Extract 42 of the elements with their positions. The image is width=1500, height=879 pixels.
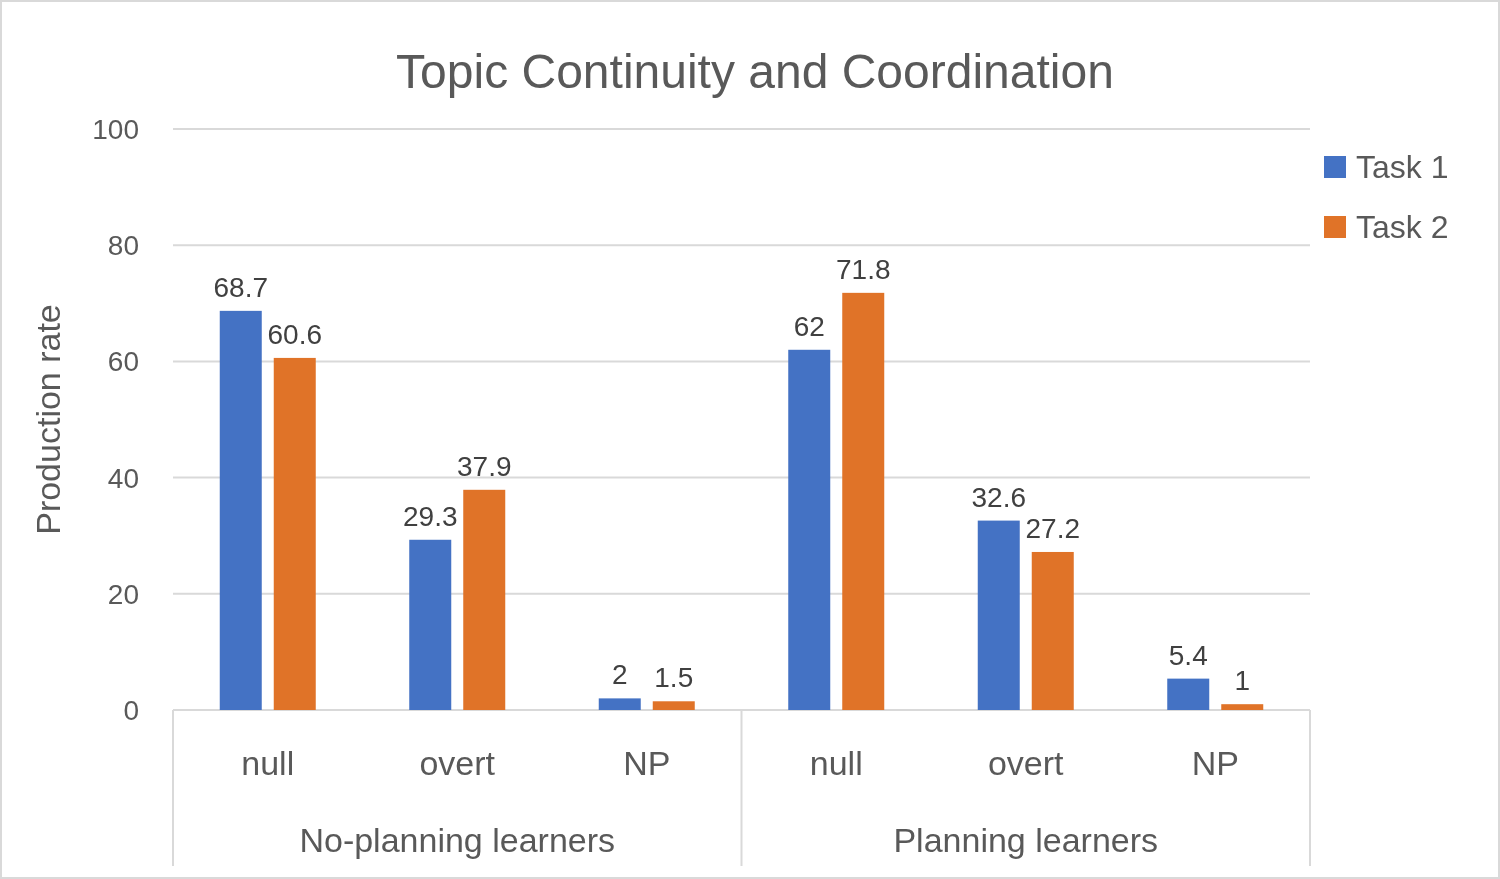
y-tick-label: 0: [123, 695, 139, 726]
y-tick-label: 20: [107, 578, 139, 610]
bar: [273, 357, 316, 710]
x-tick-label: null: [241, 744, 295, 782]
data-label: 1.5: [654, 662, 694, 694]
data-label: 27.2: [1025, 512, 1080, 544]
legend-label: Task 1: [1356, 149, 1449, 185]
legend-label: Task 2: [1356, 209, 1449, 245]
x-tick-label: overt: [419, 744, 496, 782]
x-tick-label: overt: [987, 744, 1065, 782]
y-tick-label: 40: [107, 462, 139, 494]
data-label: 5.4: [1168, 639, 1208, 671]
text: Planning learners: [893, 821, 1159, 859]
y-tick-label: 60: [107, 346, 139, 378]
y-tick-label: 100: [92, 114, 139, 145]
bar: [219, 310, 262, 710]
data-label: 68.7: [213, 271, 268, 303]
bar: [977, 520, 1020, 710]
bar: [1221, 704, 1264, 710]
data-label: 37.9: [457, 450, 512, 482]
data-label: 2: [611, 659, 628, 691]
y-tick-label: 80: [107, 230, 139, 262]
x-tick-label: NP: [623, 744, 671, 782]
y-axis-title: Production rate: [29, 304, 67, 535]
data-label: 71.8: [836, 253, 891, 285]
data-label: 62: [793, 310, 825, 342]
text: No-planning learners: [299, 821, 616, 859]
bar: [652, 701, 695, 710]
data-label: 60.6: [267, 318, 322, 350]
chart-title: Topic Continuity and Coordination: [396, 45, 1114, 98]
data-label: 1: [1234, 665, 1251, 697]
bar: [598, 698, 641, 710]
data-label: 29.3: [403, 500, 458, 532]
x-tick-label: null: [809, 744, 863, 782]
bar: [788, 349, 831, 710]
data-label: 32.6: [971, 481, 1026, 513]
x-tick-label: NP: [1191, 744, 1239, 782]
bar: [463, 489, 506, 710]
bar: [409, 539, 452, 710]
bar: [842, 292, 885, 710]
bar: [1167, 678, 1210, 710]
bar: [1031, 551, 1074, 710]
